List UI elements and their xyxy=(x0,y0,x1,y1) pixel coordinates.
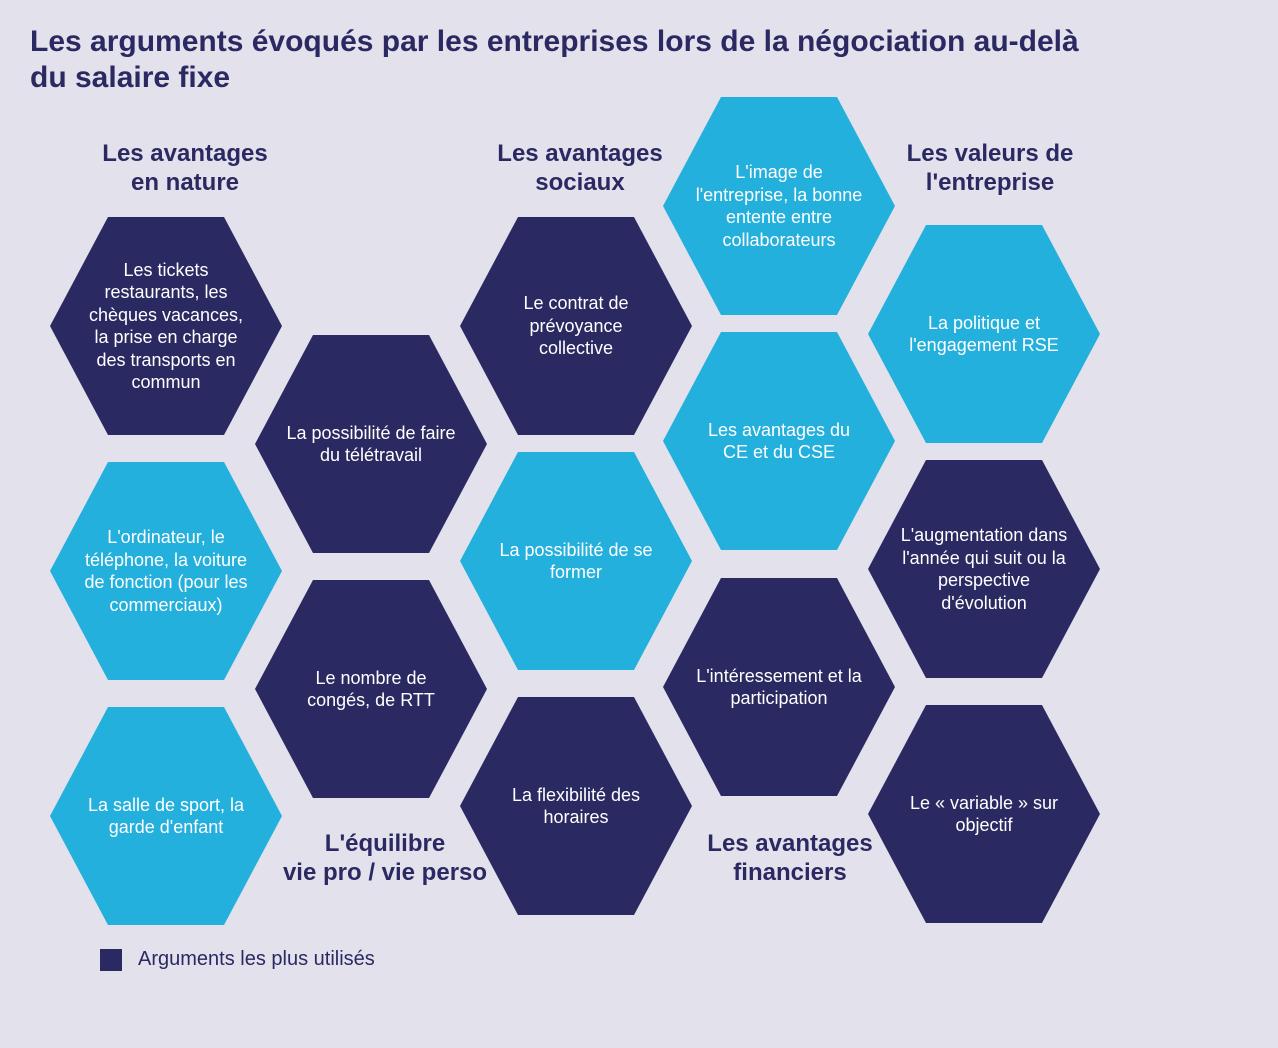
cat-financiers: Les avantagesfinanciers xyxy=(680,830,900,888)
hex-image-label: L'image de l'entreprise, la bonne entent… xyxy=(693,161,865,251)
main-title: Les arguments évoqués par les entreprise… xyxy=(30,24,1080,96)
cat-sociaux: Les avantagessociaux xyxy=(470,140,690,198)
hex-interessement-label: L'intéressement et la participa­tion xyxy=(693,665,865,710)
hex-prevoyance: Le contrat de prévoyance collective xyxy=(460,210,692,442)
hex-tickets-label: Les tickets restaurants, les chèques vac… xyxy=(80,259,252,394)
hex-flexibilite-label: La flexibilité des horaires xyxy=(490,784,662,829)
hex-augmentation-label: L'augmentation dans l'année qui suit ou … xyxy=(898,524,1070,614)
hex-prevoyance-label: Le contrat de prévoyance collective xyxy=(490,292,662,360)
cat-valeurs: Les valeurs del'entreprise xyxy=(890,140,1090,198)
hex-sport-label: La salle de sport, la garde d'enfant xyxy=(80,794,252,839)
hex-rse: La politique et l'engagement RSE xyxy=(868,218,1100,450)
hex-variable-label: Le « variable » sur objectif xyxy=(898,792,1070,837)
cat-equilibre: L'équilibrevie pro / vie perso xyxy=(265,830,505,888)
legend-label: Arguments les plus utilisés xyxy=(138,948,375,971)
hex-ordinateur: L'ordinateur, le téléphone, la voiture d… xyxy=(50,455,282,687)
hex-teletravail-label: La possibilité de faire du télétravail xyxy=(285,422,457,467)
hex-variable: Le « variable » sur objectif xyxy=(868,698,1100,930)
hex-conges-label: Le nombre de congés, de RTT xyxy=(285,667,457,712)
hex-former: La possibilité de se former xyxy=(460,445,692,677)
hex-image: L'image de l'entreprise, la bonne entent… xyxy=(663,90,895,322)
legend: Arguments les plus utilisés xyxy=(100,948,375,971)
hex-sport: La salle de sport, la garde d'enfant xyxy=(50,700,282,932)
hex-conges: Le nombre de congés, de RTT xyxy=(255,573,487,805)
hex-augmentation: L'augmentation dans l'année qui suit ou … xyxy=(868,453,1100,685)
hex-teletravail: La possibilité de faire du télétravail xyxy=(255,328,487,560)
cat-nature: Les avantagesen nature xyxy=(85,140,285,198)
hex-tickets: Les tickets restaurants, les chèques vac… xyxy=(50,210,282,442)
hex-former-label: La possibilité de se former xyxy=(490,539,662,584)
infographic-canvas: Les arguments évoqués par les entreprise… xyxy=(0,0,1278,1048)
hex-ce-label: Les avantages du CE et du CSE xyxy=(693,419,865,464)
hex-interessement: L'intéressement et la participa­tion xyxy=(663,571,895,803)
hex-ordinateur-label: L'ordinateur, le téléphone, la voiture d… xyxy=(80,526,252,616)
hex-ce: Les avantages du CE et du CSE xyxy=(663,325,895,557)
legend-swatch xyxy=(100,949,122,971)
hex-rse-label: La politique et l'engagement RSE xyxy=(898,312,1070,357)
